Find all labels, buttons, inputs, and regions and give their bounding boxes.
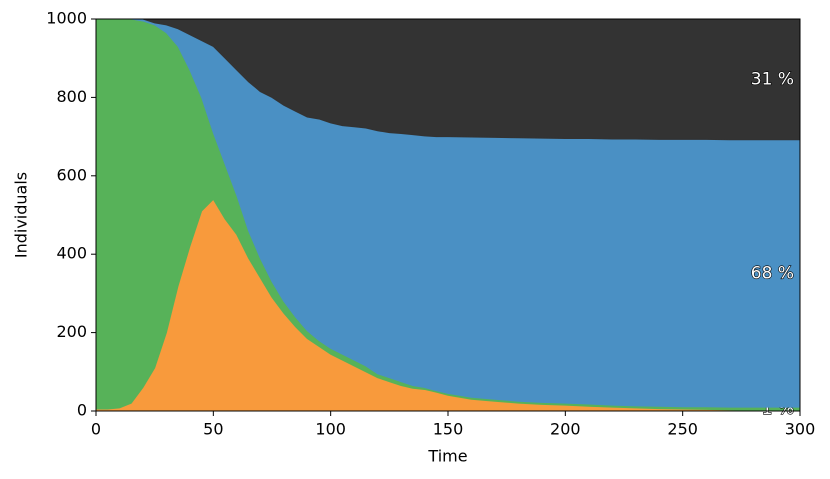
y-tick-label: 200: [56, 322, 87, 341]
x-tick-label: 50: [203, 420, 223, 439]
x-tick-label: 300: [785, 420, 816, 439]
y-axis-label: Individuals: [12, 172, 31, 258]
end-label: 68 %: [751, 263, 794, 283]
x-tick-label: 150: [433, 420, 464, 439]
x-tick-label: 200: [550, 420, 581, 439]
x-tick-label: 250: [667, 420, 698, 439]
x-tick-label: 0: [91, 420, 101, 439]
y-tick-label: 1000: [46, 9, 87, 28]
y-tick-label: 600: [56, 165, 87, 184]
y-tick-label: 800: [56, 87, 87, 106]
end-label: 31 %: [751, 69, 794, 89]
x-tick-label: 100: [315, 420, 346, 439]
y-tick-label: 0: [77, 401, 87, 420]
y-tick-label: 400: [56, 244, 87, 263]
x-axis-label: Time: [427, 447, 467, 466]
